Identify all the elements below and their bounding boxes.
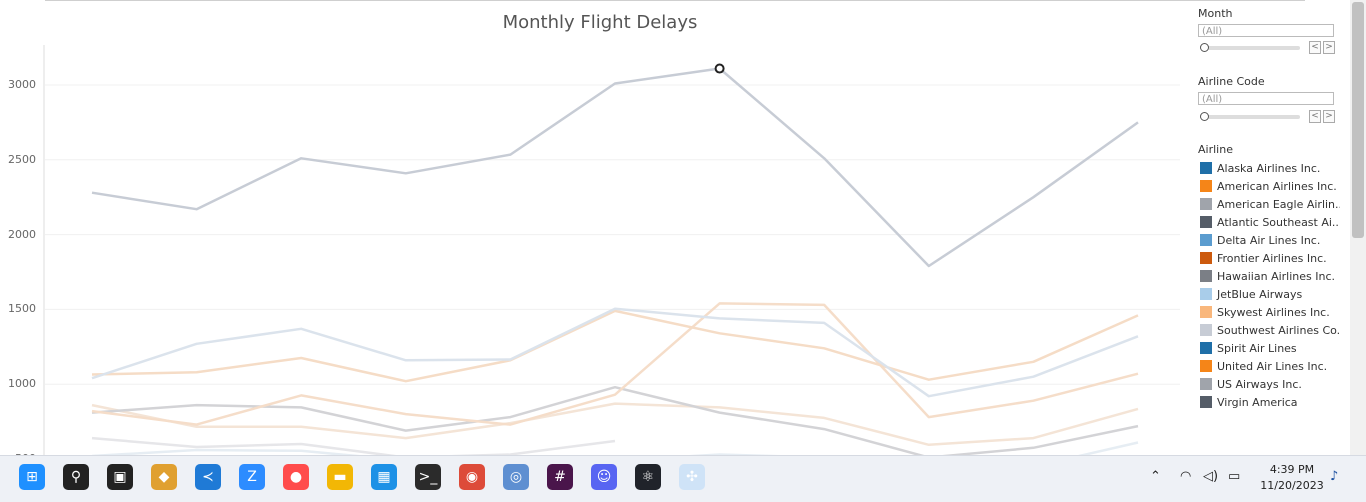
legend-item[interactable]: Delta Air Lines Inc. [1200, 232, 1340, 250]
windows-start-icon[interactable]: ⊞ [19, 464, 45, 490]
chart-title: Monthly Flight Delays [502, 12, 698, 33]
legend-swatch [1200, 270, 1212, 282]
chrome-icon[interactable]: ◉ [459, 464, 485, 490]
legend-item[interactable]: Hawaiian Airlines Inc. [1200, 268, 1340, 286]
series-line[interactable] [91, 436, 616, 455]
slack-icon[interactable]: # [547, 464, 573, 490]
y-tick-label: 1500 [8, 302, 36, 316]
legend-swatch [1200, 234, 1212, 246]
month-filter-title: Month [1198, 7, 1233, 20]
airline-code-filter-title: Airline Code [1198, 75, 1265, 88]
legend-item[interactable]: Virgin America [1200, 394, 1340, 412]
legend-item[interactable]: Atlantic Southeast Ai... [1200, 214, 1340, 232]
legend-label: JetBlue Airways [1217, 288, 1303, 301]
react-icon[interactable]: ⚛ [635, 464, 661, 490]
legend-swatch [1200, 342, 1212, 354]
month-next-button[interactable]: > [1323, 41, 1335, 54]
legend-label: Southwest Airlines Co. [1217, 324, 1340, 337]
camera-icon[interactable]: ◎ [503, 464, 529, 490]
task-view-icon[interactable]: ▣ [107, 464, 133, 490]
scrollbar-thumb[interactable] [1352, 2, 1364, 238]
wifi-icon[interactable]: ◠ [1180, 469, 1192, 484]
video-recorder-icon[interactable]: ● [283, 464, 309, 490]
filter-panel: Month (All) < > Airline Code (All) < > A… [1190, 0, 1350, 460]
legend-item[interactable]: American Eagle Airlin... [1200, 196, 1340, 214]
snipping-tool-icon[interactable]: ✣ [679, 464, 705, 490]
legend-swatch [1200, 360, 1212, 372]
month-slider-track[interactable] [1200, 46, 1300, 50]
vscode-icon[interactable]: ≺ [195, 464, 221, 490]
taskbar: ⊞ ⚲ ▣ ◆ ≺ Z ● ▬ ▦ >_ ◉ ◎ # ☺ ⚛ ✣ ⌃ ◠ ◁) ▭ 4:39 PM 11/20… [0, 455, 1366, 502]
notification-bell-icon[interactable]: ♪ [1330, 469, 1339, 484]
month-slider-knob[interactable] [1200, 43, 1209, 52]
clock[interactable]: 4:39 PM 11/20/2023 [1258, 462, 1326, 494]
legend-label: Spirit Air Lines [1217, 342, 1297, 355]
legend-swatch [1200, 162, 1212, 174]
legend-label: United Air Lines Inc. [1217, 360, 1328, 373]
legend-label: Frontier Airlines Inc. [1217, 252, 1327, 265]
legend-item[interactable]: United Air Lines Inc. [1200, 358, 1340, 376]
series-line[interactable] [91, 385, 1139, 455]
highlighted-data-point[interactable] [714, 63, 725, 74]
top-divider [45, 0, 1305, 1]
series-line[interactable] [91, 307, 1139, 398]
legend-swatch [1200, 252, 1212, 264]
legend-label: US Airways Inc. [1217, 378, 1302, 391]
airline-code-prev-button[interactable]: < [1309, 110, 1321, 123]
legend-label: Alaska Airlines Inc. [1217, 162, 1321, 175]
discord-icon[interactable]: ☺ [591, 464, 617, 490]
legend-swatch [1200, 378, 1212, 390]
legend-item[interactable]: Skywest Airlines Inc. [1200, 304, 1340, 322]
series-line[interactable] [91, 441, 1139, 456]
show-hidden-icons-chevron-icon[interactable]: ⌃ [1150, 469, 1161, 484]
battery-icon[interactable]: ▭ [1228, 469, 1241, 484]
series-line[interactable] [91, 402, 1139, 447]
legend-label: Virgin America [1217, 396, 1298, 409]
clock-date: 11/20/2023 [1260, 479, 1324, 492]
airline-code-filter-dropdown[interactable]: (All) [1198, 92, 1334, 105]
git-app-icon[interactable]: ◆ [151, 464, 177, 490]
docker-icon[interactable]: ▦ [371, 464, 397, 490]
legend-item[interactable]: American Airlines Inc. [1200, 178, 1340, 196]
month-filter-dropdown[interactable]: (All) [1198, 24, 1334, 37]
zoom-icon[interactable]: Z [239, 464, 265, 490]
line-chart[interactable] [0, 0, 1190, 455]
airline-code-slider-knob[interactable] [1200, 112, 1209, 121]
series-line[interactable] [91, 309, 1139, 383]
series-line[interactable] [91, 302, 1139, 426]
y-tick-label: 2500 [8, 152, 36, 166]
legend-swatch [1200, 324, 1212, 336]
legend-label: American Eagle Airlin... [1217, 198, 1340, 211]
volume-icon[interactable]: ◁) [1203, 469, 1219, 484]
legend-label: Delta Air Lines Inc. [1217, 234, 1321, 247]
legend-item[interactable]: JetBlue Airways [1200, 286, 1340, 304]
legend-item[interactable]: Southwest Airlines Co. [1200, 322, 1340, 340]
month-prev-button[interactable]: < [1309, 41, 1321, 54]
legend-label: American Airlines Inc. [1217, 180, 1337, 193]
y-tick-label: 3000 [8, 78, 36, 91]
legend-label: Hawaiian Airlines Inc. [1217, 270, 1336, 283]
legend-swatch [1200, 198, 1212, 210]
legend-swatch [1200, 396, 1212, 408]
legend-title: Airline [1198, 143, 1233, 156]
legend-item[interactable]: Spirit Air Lines [1200, 340, 1340, 358]
legend-item[interactable]: Alaska Airlines Inc. [1200, 160, 1340, 178]
search-icon[interactable]: ⚲ [63, 464, 89, 490]
legend-swatch [1200, 306, 1212, 318]
y-tick-label: 2000 [8, 227, 36, 241]
terminal-icon[interactable]: >_ [415, 464, 441, 490]
airline-code-next-button[interactable]: > [1323, 110, 1335, 123]
y-tick-label: 1000 [8, 377, 36, 391]
file-explorer-icon[interactable]: ▬ [327, 464, 353, 490]
series-line[interactable] [91, 67, 1139, 268]
legend-swatch [1200, 288, 1212, 300]
legend-label: Atlantic Southeast Ai... [1217, 216, 1340, 229]
legend-swatch [1200, 180, 1212, 192]
legend-item[interactable]: US Airways Inc. [1200, 376, 1340, 394]
legend-item[interactable]: Frontier Airlines Inc. [1200, 250, 1340, 268]
clock-time: 4:39 PM [1269, 463, 1315, 476]
legend-swatch [1200, 216, 1212, 228]
airline-code-slider-track[interactable] [1200, 115, 1300, 119]
legend-label: Skywest Airlines Inc. [1217, 306, 1330, 319]
